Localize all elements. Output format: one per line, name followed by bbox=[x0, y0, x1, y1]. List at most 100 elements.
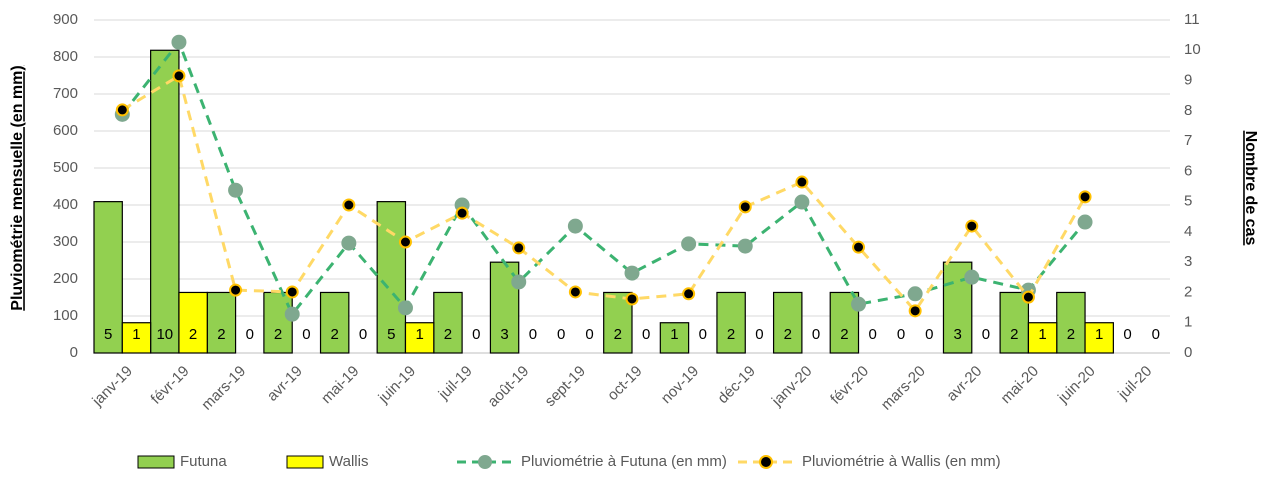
y2-tick-label: 0 bbox=[1184, 344, 1192, 361]
data-label: 1 bbox=[670, 326, 678, 343]
line-marker bbox=[341, 235, 357, 251]
data-label: 2 bbox=[1067, 326, 1075, 343]
x-tick-label: juil-20 bbox=[1114, 363, 1155, 404]
line-marker bbox=[738, 200, 752, 214]
bar bbox=[150, 49, 180, 354]
y-tick-label: 600 bbox=[53, 122, 78, 139]
legend-marker bbox=[478, 455, 492, 469]
x-tick-label: janv-19 bbox=[88, 363, 136, 411]
legend-swatch bbox=[286, 455, 324, 469]
bar bbox=[121, 322, 152, 354]
line-marker bbox=[965, 219, 979, 233]
line-marker bbox=[512, 241, 526, 255]
legend-label: Pluviométrie à Futuna (en mm) bbox=[521, 453, 727, 470]
y-tick-label: 0 bbox=[70, 344, 78, 361]
bar bbox=[178, 291, 208, 354]
data-label: 1 bbox=[132, 326, 140, 343]
line-marker bbox=[342, 198, 356, 212]
legend-swatch bbox=[137, 455, 175, 469]
line-marker bbox=[285, 285, 299, 299]
line-marker bbox=[908, 304, 922, 318]
data-label: 0 bbox=[642, 326, 650, 343]
bar bbox=[772, 291, 803, 354]
line-marker bbox=[511, 274, 527, 290]
y2-tick-label: 10 bbox=[1184, 41, 1201, 58]
line-marker bbox=[455, 206, 469, 220]
data-label: 0 bbox=[925, 326, 933, 343]
data-label: 0 bbox=[1152, 326, 1160, 343]
x-tick-label: juil-19 bbox=[435, 363, 476, 404]
data-label: 0 bbox=[529, 326, 537, 343]
line-marker bbox=[964, 269, 980, 285]
legend-label: Pluviométrie à Wallis (en mm) bbox=[802, 453, 1001, 470]
x-tick-label: mars-19 bbox=[198, 363, 249, 414]
line-marker bbox=[737, 238, 753, 254]
bar bbox=[376, 201, 407, 354]
x-tick-label: sept-19 bbox=[542, 363, 589, 410]
y-tick-label: 900 bbox=[53, 11, 78, 28]
y-tick-label: 800 bbox=[53, 48, 78, 65]
x-tick-label: févr-19 bbox=[148, 363, 193, 408]
x-tick-label: nov-19 bbox=[658, 363, 702, 407]
y2-tick-label: 2 bbox=[1184, 283, 1192, 300]
data-label: 0 bbox=[897, 326, 905, 343]
line bbox=[121, 73, 1087, 314]
bar bbox=[433, 291, 463, 354]
line-marker bbox=[852, 240, 866, 254]
data-label: 0 bbox=[246, 326, 254, 343]
data-label: 2 bbox=[840, 326, 848, 343]
bar bbox=[1056, 291, 1086, 354]
line-marker bbox=[682, 287, 696, 301]
data-label: 2 bbox=[331, 326, 339, 343]
line-marker bbox=[907, 286, 923, 302]
line-marker bbox=[624, 265, 640, 281]
data-label: 2 bbox=[784, 326, 792, 343]
y2-tick-label: 3 bbox=[1184, 253, 1192, 270]
line-marker bbox=[172, 69, 186, 83]
line-marker bbox=[397, 300, 413, 316]
line-marker bbox=[115, 103, 129, 117]
y2-tick-label: 9 bbox=[1184, 72, 1192, 89]
line-marker bbox=[851, 296, 867, 312]
data-label: 2 bbox=[614, 326, 622, 343]
data-label: 1 bbox=[1038, 326, 1046, 343]
bar bbox=[716, 291, 746, 354]
x-tick-label: janv-20 bbox=[768, 363, 816, 411]
data-label: 0 bbox=[557, 326, 565, 343]
line-marker bbox=[568, 285, 582, 299]
data-label: 0 bbox=[1123, 326, 1131, 343]
y2-tick-label: 6 bbox=[1184, 162, 1192, 179]
line-marker bbox=[284, 306, 300, 322]
x-tick-label: mai-20 bbox=[998, 363, 1042, 407]
x-tick-label: avr-20 bbox=[943, 363, 985, 405]
y-tick-label: 200 bbox=[53, 270, 78, 287]
line-marker bbox=[795, 175, 809, 189]
legend-label: Wallis bbox=[329, 453, 368, 470]
data-label: 2 bbox=[274, 326, 282, 343]
line-marker bbox=[171, 34, 187, 50]
data-label: 0 bbox=[699, 326, 707, 343]
data-label: 2 bbox=[217, 326, 225, 343]
y2-axis-title: Nombre de cas bbox=[1242, 131, 1259, 246]
data-label: 0 bbox=[812, 326, 820, 343]
line bbox=[121, 39, 1087, 317]
y-tick-label: 300 bbox=[53, 233, 78, 250]
legend-label: Futuna bbox=[180, 453, 227, 470]
data-label: 3 bbox=[500, 326, 508, 343]
data-label: 1 bbox=[415, 326, 423, 343]
x-tick-label: mars-20 bbox=[878, 363, 929, 414]
data-label: 0 bbox=[302, 326, 310, 343]
data-label: 2 bbox=[1010, 326, 1018, 343]
data-label: 0 bbox=[585, 326, 593, 343]
data-label: 0 bbox=[472, 326, 480, 343]
data-label: 0 bbox=[869, 326, 877, 343]
data-label: 1 bbox=[1095, 326, 1103, 343]
line-marker bbox=[228, 182, 244, 198]
line-marker bbox=[625, 292, 639, 306]
line-marker bbox=[229, 283, 243, 297]
x-tick-label: oct-19 bbox=[604, 363, 646, 405]
data-label: 3 bbox=[953, 326, 961, 343]
bar bbox=[93, 201, 123, 354]
line-marker bbox=[1077, 214, 1093, 230]
line-marker bbox=[681, 236, 697, 252]
